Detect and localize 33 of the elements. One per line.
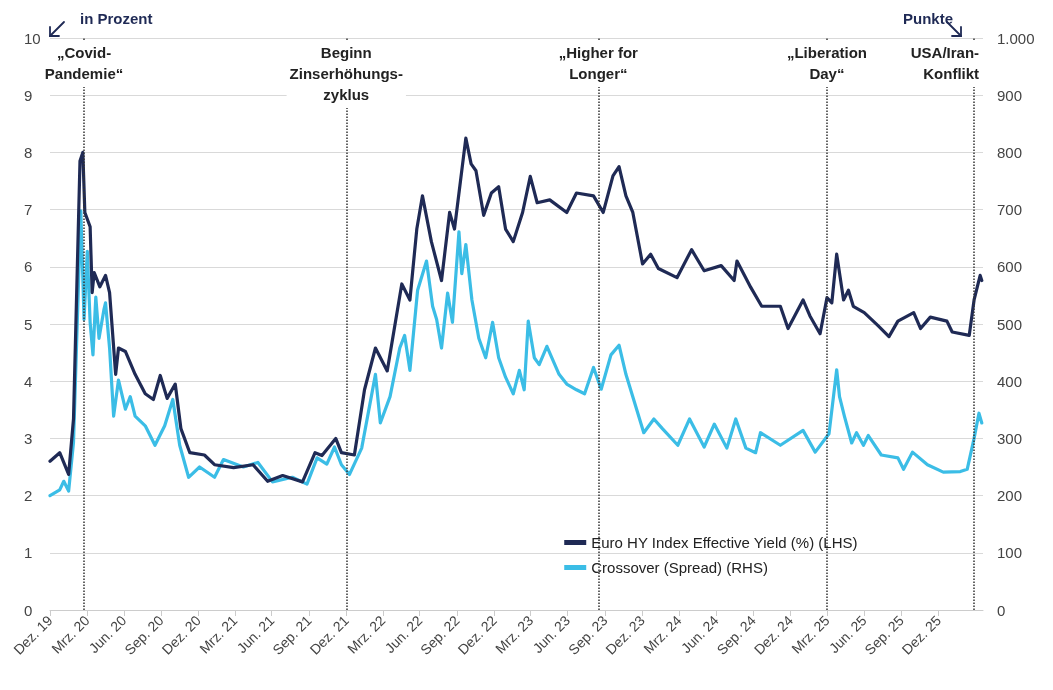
y2-tick-label: 1.000	[997, 29, 1035, 47]
legend-label: Crossover (Spread) (RHS)	[591, 559, 768, 576]
ref-line-label: „Liberation Day“	[786, 44, 867, 82]
y2-tick-label: 300	[997, 429, 1023, 447]
y-tick-label: 10	[24, 29, 41, 47]
y-tick-label: 8	[24, 143, 33, 161]
line-series	[48, 136, 984, 484]
y2-tick-label: 500	[997, 315, 1023, 333]
y2-tick-label: 0	[997, 601, 1006, 619]
y2-tick-label: 600	[997, 258, 1023, 276]
y2-tick-label: 900	[997, 86, 1023, 104]
ref-line-label: „Covid- Pandemie“	[44, 44, 124, 82]
ref-line-label: Beginn Zinserhöhungs- zyklus	[289, 44, 403, 103]
y-tick-label: 0	[24, 601, 33, 619]
y2-axis-title: Punkte	[902, 10, 953, 27]
y-tick-label: 2	[24, 487, 33, 505]
ref-line-label: USA/Iran- Konflikt	[910, 44, 980, 82]
y2-tick-label: 700	[997, 201, 1023, 219]
line-series	[48, 209, 984, 498]
y-tick-label: 9	[24, 86, 33, 104]
y-axis-title: in Prozent	[80, 10, 153, 27]
legend-label: Euro HY Index Effective Yield (%) (LHS)	[591, 534, 858, 551]
y-tick-label: 5	[24, 315, 33, 333]
y2-tick-label: 200	[997, 487, 1023, 505]
y-tick-label: 3	[24, 429, 33, 447]
y-tick-label: 6	[24, 258, 33, 276]
y-tick-label: 7	[24, 201, 33, 219]
y-tick-label: 1	[24, 544, 33, 562]
y2-tick-label: 100	[997, 544, 1023, 562]
y2-tick-label: 400	[997, 372, 1023, 390]
y2-tick-label: 800	[997, 143, 1023, 161]
y-tick-label: 4	[24, 372, 33, 390]
ref-line-label: „Higher for Longer“	[558, 44, 639, 82]
